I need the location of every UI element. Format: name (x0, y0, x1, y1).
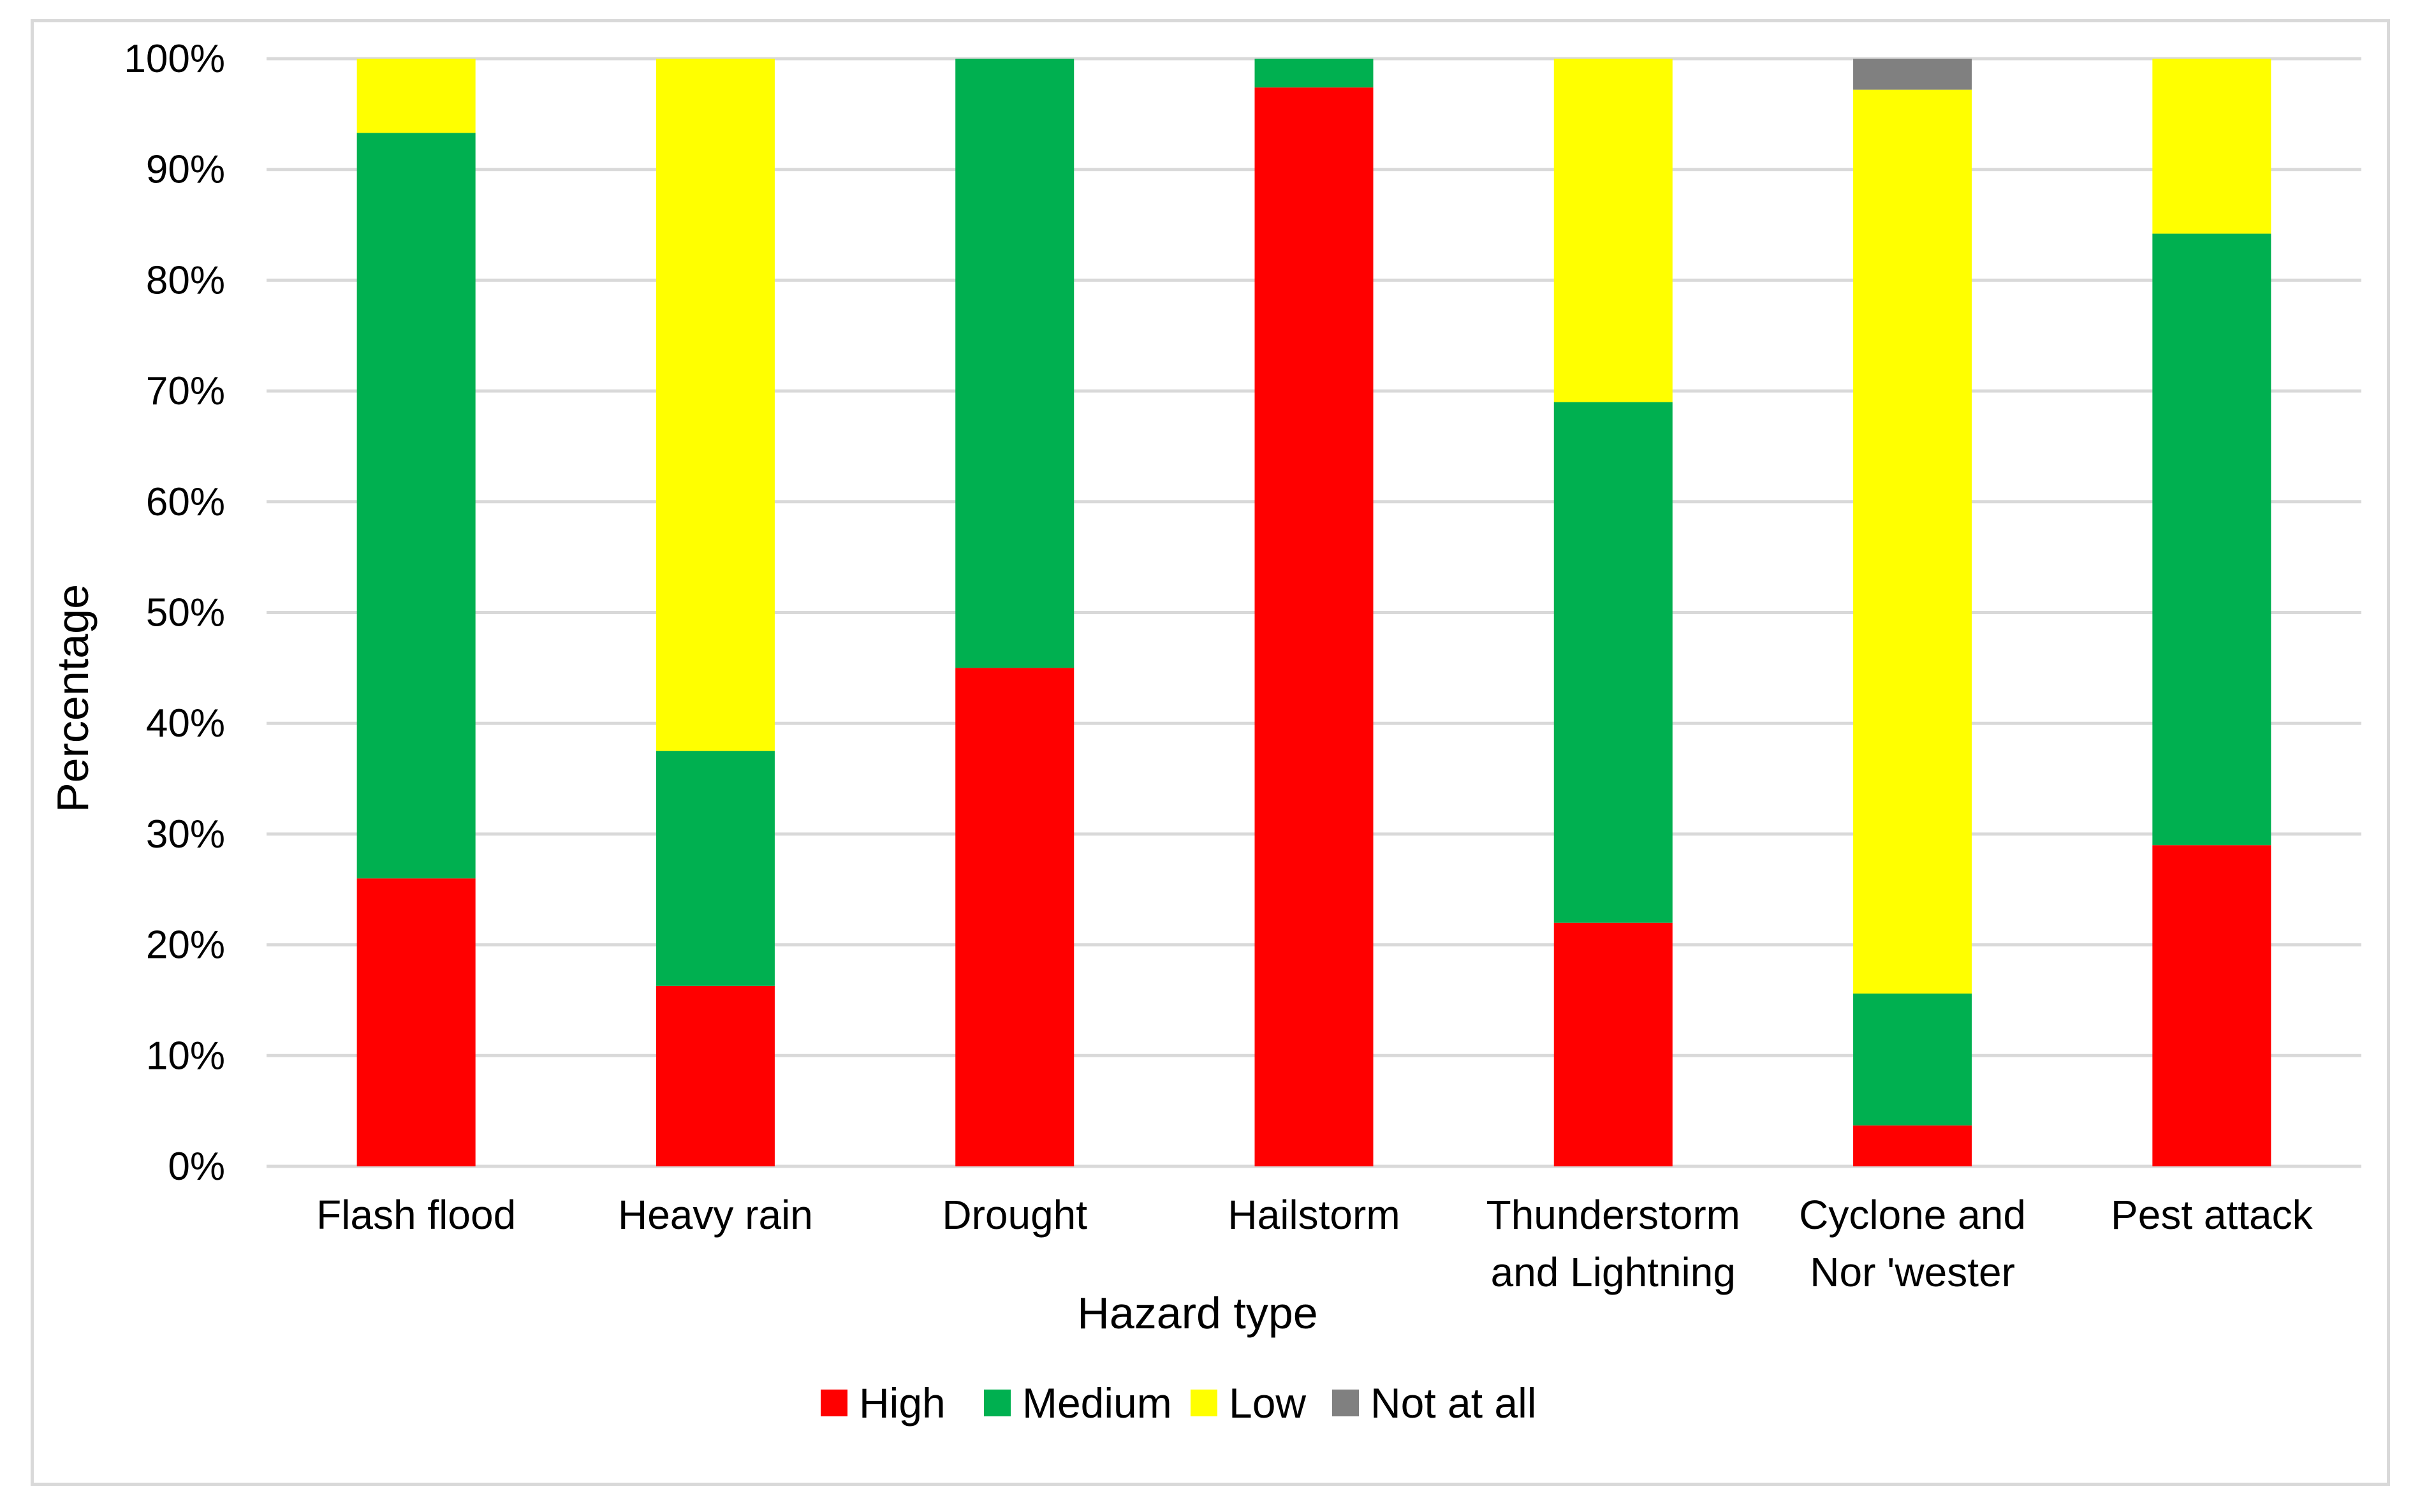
x-axis-title: Hazard type (1077, 1288, 1317, 1338)
x-category-label: Flash flood (316, 1192, 516, 1238)
bar-segment-low (1553, 59, 1673, 402)
legend-swatch (1191, 1390, 1217, 1416)
stacked-bar-chart: 0% 10% 20% 30% 40% 50% 60% 70% 80% 90% 100% Flash … (48, 37, 2361, 1427)
legend: High Medium Low Not at all (821, 1379, 1536, 1427)
y-tick-label: 70% (146, 369, 225, 413)
x-category-label: Heavy rain (618, 1192, 813, 1238)
legend-item-low: Low (1191, 1379, 1306, 1427)
chart-frame: 0% 10% 20% 30% 40% 50% 60% 70% 80% 90% 100% Flash … (31, 19, 2390, 1486)
bar-segment-high (356, 878, 476, 1166)
bar-segment-medium (1853, 994, 1972, 1126)
bar-segment-medium (1254, 59, 1374, 88)
bar-segment-not-at-all (1853, 59, 1972, 90)
bar-segment-high (1553, 922, 1673, 1166)
bar-segment-high (2152, 845, 2271, 1166)
x-category-label: Cyclone and (1799, 1192, 2026, 1238)
legend-label: Low (1229, 1379, 1306, 1427)
x-category-label: and Lightning (1491, 1249, 1736, 1295)
x-category-label: Pest attack (2111, 1192, 2314, 1238)
y-tick-label: 0% (168, 1145, 225, 1189)
bar-segment-medium (955, 59, 1074, 668)
legend-item-high: High (821, 1379, 946, 1427)
x-category-label: Hailstorm (1228, 1192, 1400, 1238)
y-tick-label: 100% (124, 37, 225, 81)
bar-segment-high (1853, 1125, 1972, 1166)
bars (356, 59, 2271, 1167)
y-tick-label: 30% (146, 812, 225, 856)
y-tick-label: 40% (146, 701, 225, 745)
legend-label: Not at all (1370, 1379, 1536, 1427)
bar-segment-low (656, 59, 775, 751)
y-tick-label: 20% (146, 923, 225, 967)
bar-segment-high (656, 985, 775, 1166)
y-tick-label: 50% (146, 591, 225, 635)
legend-swatch (1332, 1390, 1359, 1416)
legend-item-medium: Medium (984, 1379, 1172, 1427)
bar-segment-medium (1553, 402, 1673, 923)
legend-swatch (821, 1390, 847, 1416)
legend-swatch (984, 1390, 1011, 1416)
bar-segment-high (955, 668, 1074, 1166)
legend-label: Medium (1022, 1379, 1172, 1427)
bar-segment-low (1853, 89, 1972, 994)
bar-segment-low (2152, 59, 2271, 234)
y-tick-label: 60% (146, 480, 225, 524)
y-tick-label: 10% (146, 1034, 225, 1078)
y-axis-title: Percentage (48, 584, 98, 812)
legend-item-not-at-all: Not at all (1332, 1379, 1536, 1427)
y-axis-ticks: 0% 10% 20% 30% 40% 50% 60% 70% 80% 90% 100% (124, 37, 225, 1189)
bar-segment-low (356, 59, 476, 133)
y-tick-label: 90% (146, 148, 225, 192)
x-axis-categories: Flash flood Heavy rain Drought Hailstorm Thu… (316, 1192, 2314, 1295)
bar-segment-medium (2152, 233, 2271, 846)
bar-segment-medium (656, 751, 775, 986)
legend-label: High (859, 1379, 946, 1427)
x-category-label: Drought (942, 1192, 1087, 1238)
y-tick-label: 80% (146, 258, 225, 302)
x-category-label: Thunderstorm (1486, 1192, 1740, 1238)
x-category-label: Nor 'wester (1810, 1249, 2015, 1295)
bar-segment-medium (356, 133, 476, 879)
bar-segment-high (1254, 87, 1374, 1167)
